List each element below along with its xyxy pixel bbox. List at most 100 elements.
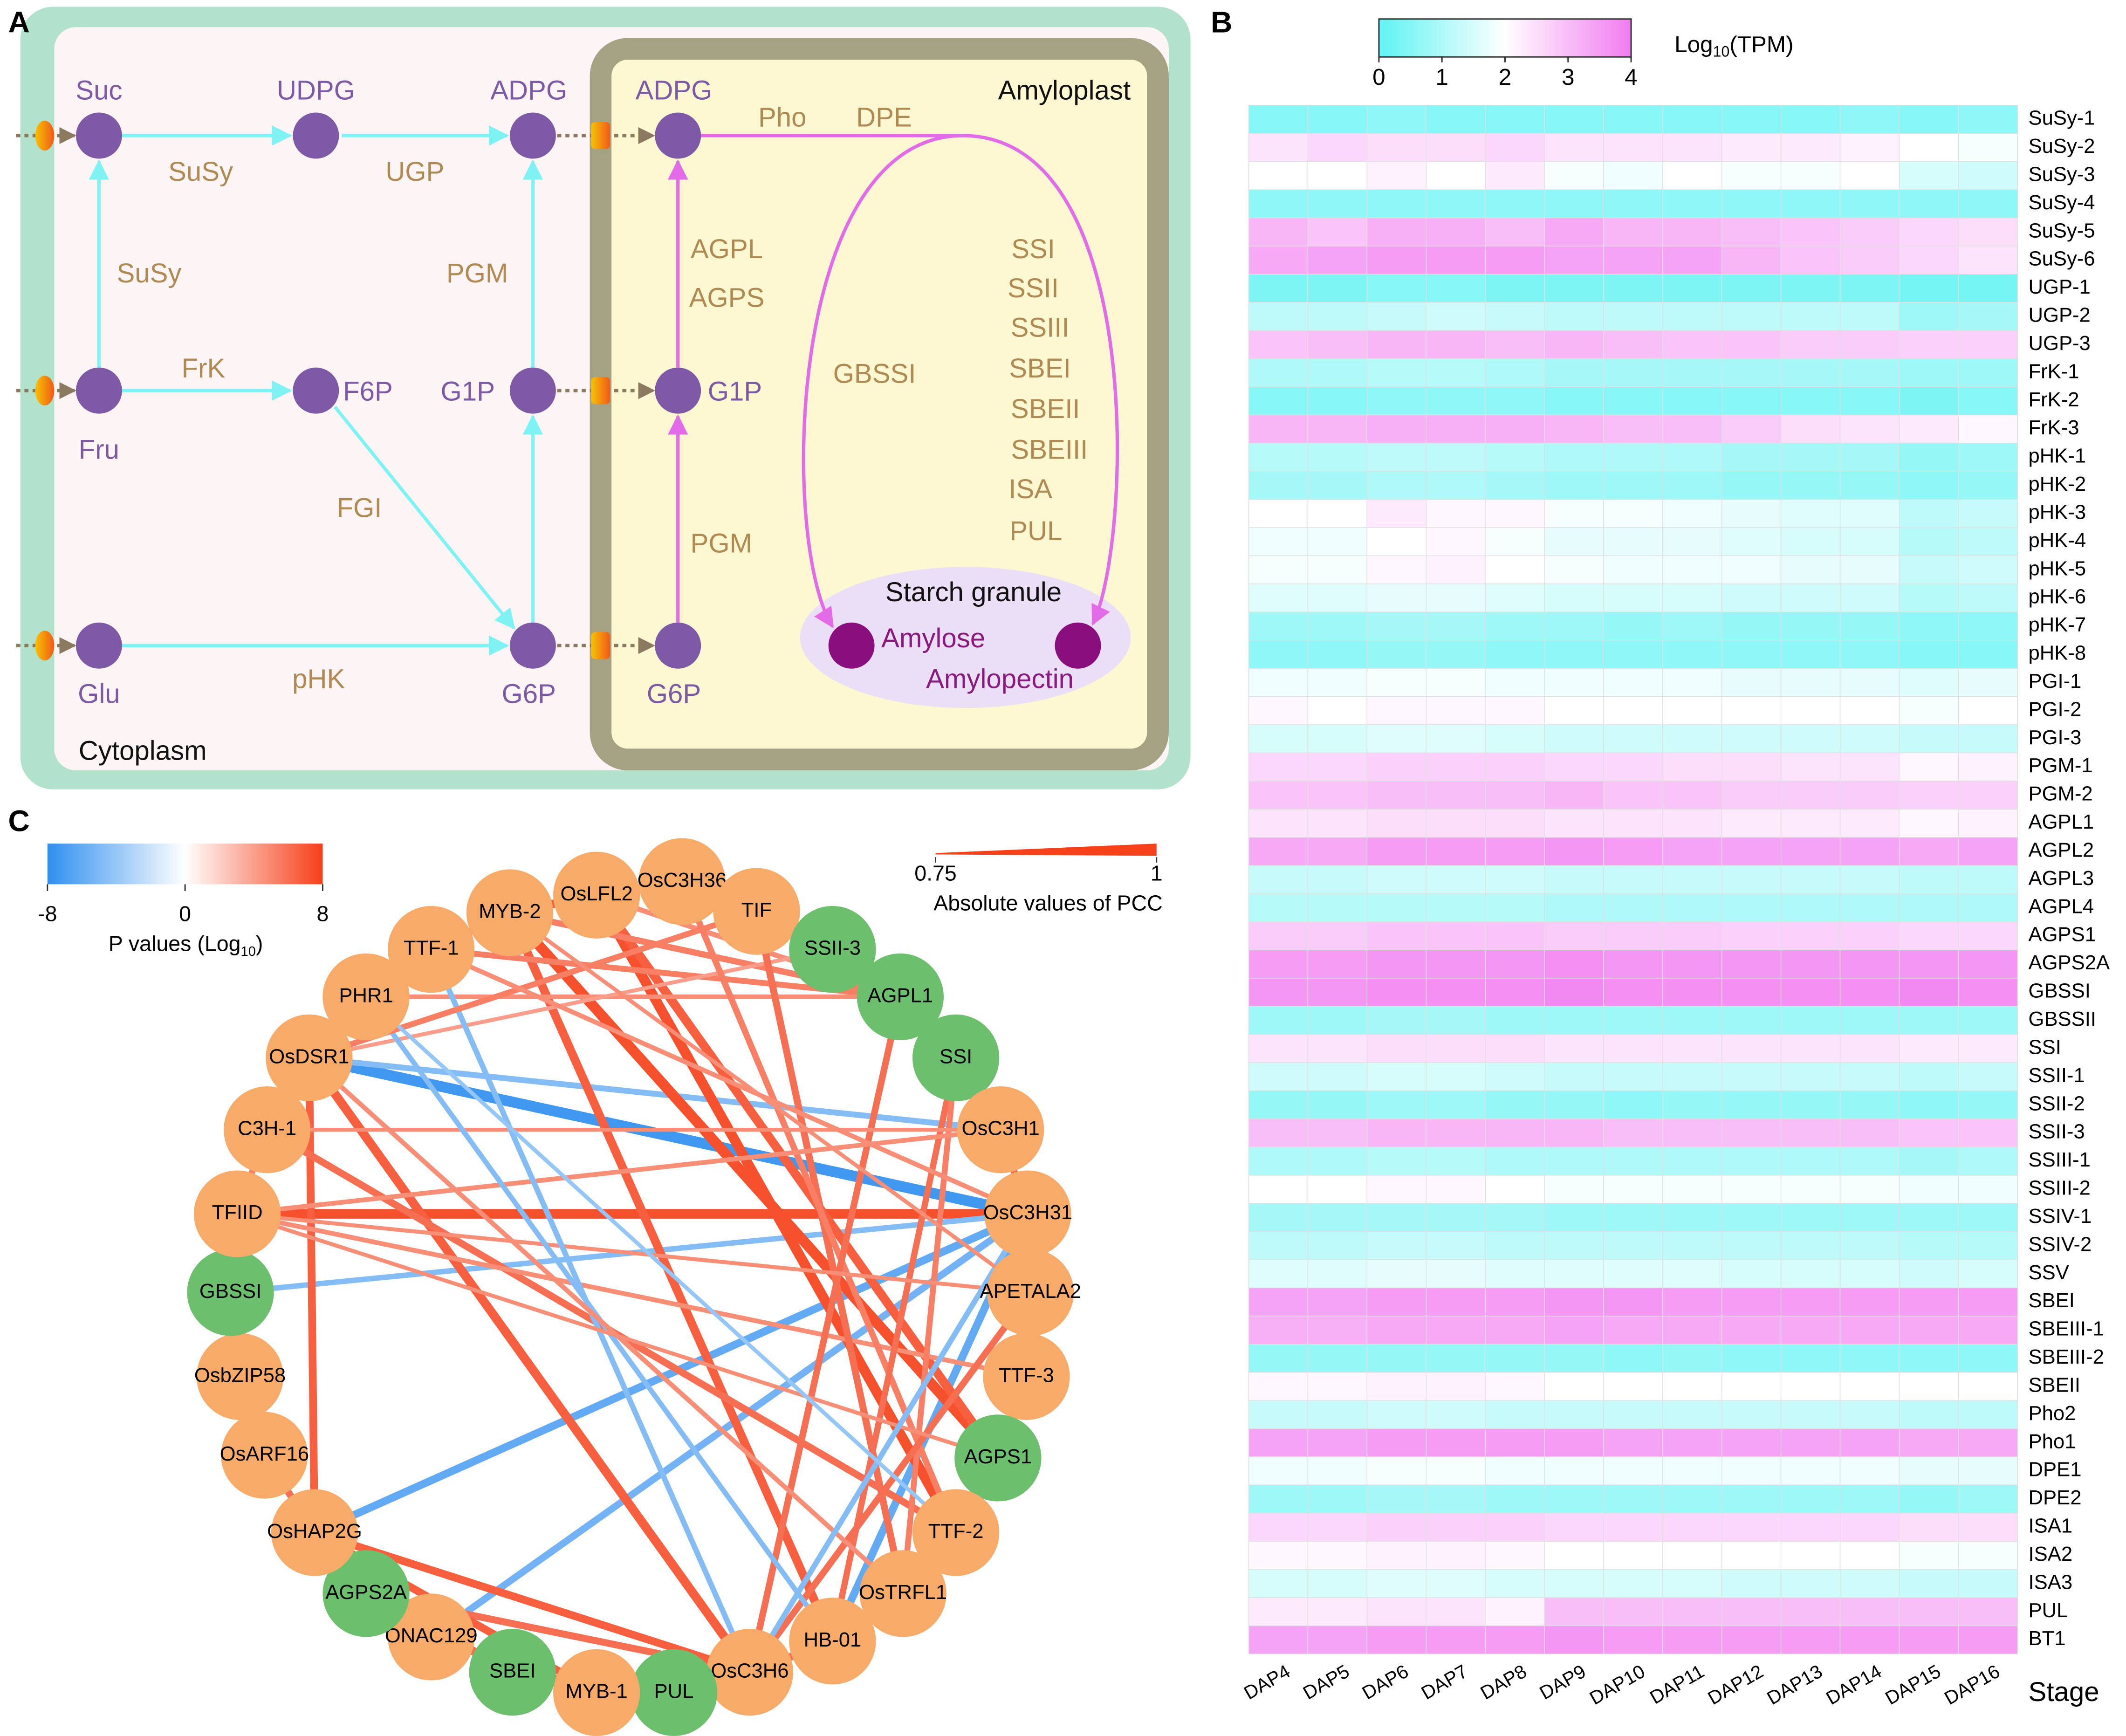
heatmap-cell	[1780, 1203, 1841, 1232]
colorbar-tick-label: 0	[179, 902, 191, 926]
node-label: TIF	[741, 899, 772, 921]
heatmap-cell	[1248, 302, 1309, 331]
heatmap-cell	[1307, 1006, 1368, 1035]
heatmap-cell	[1603, 781, 1663, 810]
node-label: APETALA2	[980, 1280, 1081, 1303]
heatmap-cell	[1780, 1259, 1841, 1289]
heatmap-cell	[1426, 1513, 1486, 1542]
metabolite-label: UDPG	[277, 75, 355, 105]
row-label: DPE2	[2029, 1486, 2082, 1509]
heatmap-cell	[1307, 358, 1368, 387]
row-label: SSIII-1	[2029, 1148, 2091, 1171]
column-label: DAP6	[1358, 1661, 1412, 1704]
heatmap-cell	[1366, 724, 1427, 754]
heatmap-cell	[1426, 696, 1486, 725]
heatmap-cell	[1307, 837, 1368, 866]
heatmap-cell	[1899, 302, 1959, 331]
heatmap-cell	[1426, 105, 1486, 134]
metabolite-label: G1P	[708, 376, 762, 406]
heatmap-cell	[1899, 781, 1959, 810]
heatmap-cell	[1248, 921, 1309, 951]
heatmap-cell	[1780, 1146, 1841, 1176]
pathway-panel	[16, 7, 1191, 789]
heatmap-cell	[1307, 781, 1368, 810]
heatmap-cell	[1603, 1625, 1663, 1654]
heatmap-cell	[1603, 1316, 1663, 1345]
heatmap-cell	[1307, 1231, 1368, 1260]
metabolite-label: G1P	[441, 376, 495, 406]
heatmap-cell	[1958, 1597, 2018, 1626]
heatmap-cell	[1662, 724, 1722, 754]
heatmap-cell	[1366, 133, 1427, 162]
heatmap-cell	[1366, 1541, 1427, 1570]
heatmap-cell	[1780, 752, 1841, 782]
heatmap-cell	[1780, 499, 1841, 528]
heatmap-cell	[1544, 611, 1604, 641]
heatmap-cell	[1662, 527, 1722, 556]
heatmap-cell	[1899, 246, 1959, 275]
heatmap-cell	[1426, 1175, 1486, 1204]
heatmap-cell	[1366, 809, 1427, 838]
heatmap-cell	[1899, 471, 1959, 500]
heatmap-cell	[1662, 1090, 1722, 1119]
heatmap-cell	[1662, 1569, 1722, 1598]
heatmap-cell	[1426, 611, 1486, 641]
heatmap-cell	[1662, 1597, 1722, 1626]
heatmap-cell	[1603, 1287, 1663, 1317]
heatmap-cell	[1426, 1118, 1486, 1148]
heatmap-cell	[1662, 1231, 1722, 1260]
heatmap-cell	[1603, 274, 1663, 303]
node	[859, 1550, 946, 1637]
heatmap-cell	[1721, 1259, 1782, 1289]
heatmap-cell	[1603, 1456, 1663, 1486]
heatmap-cell	[1485, 274, 1545, 303]
heatmap-cell	[1899, 640, 1959, 669]
heatmap-cell	[1721, 414, 1782, 444]
heatmap-cell	[1366, 1231, 1427, 1260]
heatmap-cell	[1662, 781, 1722, 810]
column-label: DAP8	[1477, 1661, 1530, 1704]
heatmap-cell	[1603, 921, 1663, 951]
heatmap-cell	[1426, 1287, 1486, 1317]
heatmap-cell	[1248, 583, 1309, 613]
transporter	[35, 121, 55, 151]
heatmap-cell	[1721, 809, 1782, 838]
heatmap-cell	[1426, 1456, 1486, 1486]
heatmap-cell	[1307, 1456, 1368, 1486]
heatmap-cell	[1248, 1316, 1309, 1345]
row-label: BT1	[2029, 1627, 2066, 1650]
row-label: SSII-1	[2029, 1064, 2085, 1087]
heatmap-cell	[1366, 1062, 1427, 1091]
heatmap-cell	[1958, 809, 2018, 838]
heatmap-cell	[1780, 1231, 1841, 1260]
heatmap-cell	[1958, 1316, 2018, 1345]
heatmap-cell	[1839, 1287, 1900, 1317]
colorbar-title: Log10(TPM)	[1674, 32, 1793, 60]
heatmap-cell	[1899, 189, 1959, 219]
heatmap-cell	[1544, 696, 1604, 725]
title-sub: 10	[1713, 43, 1730, 60]
transporter	[35, 631, 55, 661]
heatmap-cell	[1544, 1484, 1604, 1514]
heatmap-cell	[1780, 1597, 1841, 1626]
heatmap-cell	[1958, 724, 2018, 754]
title-part: (TPM)	[1729, 32, 1793, 57]
heatmap-cell	[1603, 1259, 1663, 1289]
heatmap-cell	[1899, 1231, 1959, 1260]
arrow	[333, 405, 515, 630]
heatmap-cell	[1839, 1203, 1900, 1232]
column-label: DAP7	[1418, 1661, 1471, 1704]
column-label: DAP14	[1822, 1661, 1885, 1709]
heatmap-cell	[1366, 752, 1427, 782]
heatmap-cell	[1485, 837, 1545, 866]
heatmap-cell	[1780, 414, 1841, 444]
heatmap-cell	[1544, 414, 1604, 444]
node-label: SBEI	[489, 1660, 535, 1682]
heatmap-cell	[1839, 1316, 1900, 1345]
node	[224, 1086, 311, 1173]
heatmap-cell	[1899, 330, 1959, 359]
heatmap-cell	[1899, 499, 1959, 528]
row-label: SSIII-2	[2029, 1177, 2091, 1200]
heatmap-cell	[1544, 640, 1604, 669]
